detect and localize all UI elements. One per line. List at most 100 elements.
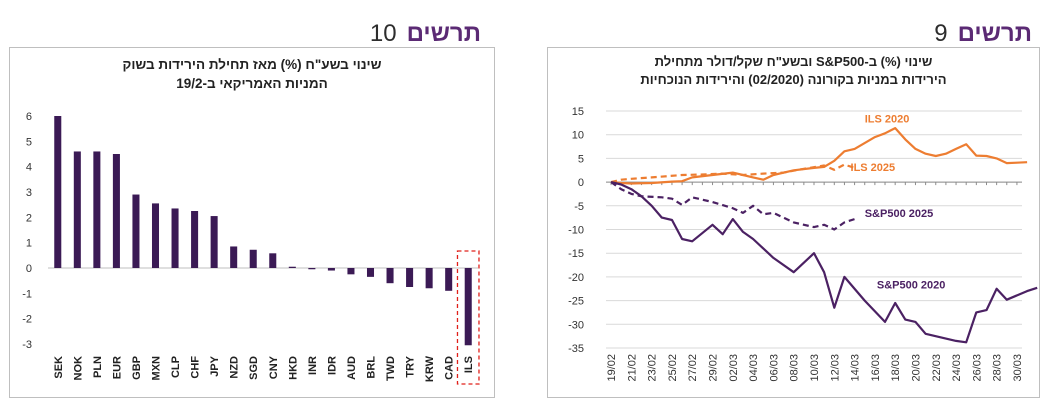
category-label-nzd: NZD (229, 356, 241, 379)
x-tick-label: 26/03 (971, 354, 983, 382)
y-tick-label: -35 (568, 343, 584, 355)
x-tick-label: 25/02 (667, 354, 679, 382)
bar-pln (93, 151, 101, 268)
x-tick-label: 12/03 (829, 354, 841, 382)
bar-inr (308, 268, 316, 270)
category-label-sek: SEK (53, 356, 65, 379)
figure9-frame: שינוי (%) ב-S&P500 ובשע"ח שקל/דולר מתחיל… (547, 47, 1040, 398)
figure9-title: תרשים 9 (934, 20, 1032, 48)
category-label-clp: CLP (170, 356, 182, 378)
y-tick-label: -25 (568, 296, 584, 308)
category-label-krw: KRW (424, 355, 436, 382)
category-label-nok: NOK (72, 356, 84, 381)
bar-cad (445, 268, 453, 291)
x-tick-label: 20/03 (910, 354, 922, 382)
y-tick-label: 5 (26, 136, 32, 148)
x-tick-label: 18/03 (890, 354, 902, 382)
figure10-subtitle-line2: המניות האמריקאי ב-19/2 (176, 76, 328, 91)
category-label-eur: EUR (111, 356, 123, 379)
sp500-ils-line-chart: -35 -30 -25 -20 -15 -10 -5 0 5 10 15 19/02 21/02 23/0… (568, 106, 1038, 382)
figure10-number: 10 (369, 20, 397, 47)
bar-brl (366, 268, 375, 277)
category-label-inr: INR (307, 356, 319, 375)
y-tick-label: 6 (26, 111, 32, 123)
category-label-gbp: GBP (131, 356, 143, 380)
series-line-ils-2025 (610, 163, 855, 184)
bar-mxn (151, 203, 160, 268)
x-tick-label: 14/03 (850, 354, 862, 382)
x-tick-label: 16/03 (870, 354, 882, 382)
bar-try (406, 268, 414, 287)
x-tick-label: 30/03 (1012, 354, 1024, 382)
x-tick-label: 27/02 (687, 354, 699, 382)
bar-eur (112, 154, 120, 268)
x-tick-label: 21/02 (626, 354, 638, 382)
category-label-idr: IDR (326, 356, 338, 375)
highlight-box-ils (456, 250, 480, 385)
x-tick-label: 08/03 (789, 354, 801, 382)
x-tick-label: 24/03 (951, 354, 963, 382)
series-label-s-p500-2020: S&P500 2020 (877, 279, 946, 291)
bar-nzd (230, 246, 238, 268)
bar-cny (269, 253, 277, 268)
y-tick-label: -5 (574, 201, 584, 213)
category-label-aud: AUD (346, 356, 358, 380)
figure10-frame: שינוי בשע"ח (%) מאז תחילת הירידות בשוק ה… (9, 47, 495, 398)
figure10-subtitle-line1: שינוי בשע"ח (%) מאז תחילת הירידות בשוק (122, 57, 382, 72)
x-tick-label: 23/02 (647, 354, 659, 382)
category-label-chf: CHF (190, 356, 202, 379)
bar-gbp (132, 194, 140, 268)
category-label-cad: CAD (444, 356, 456, 380)
bar-jpy (210, 216, 218, 268)
currency-change-bar-chart: -3 -2 -1 0 1 2 3 4 5 6 SEK NOK PLN EUR GBP MXN CLP CHF JPY… (22, 111, 480, 385)
x-tick-label: 04/03 (748, 354, 760, 382)
bar-hkd (288, 266, 296, 268)
series-label-ils-2020: ILS 2020 (865, 113, 910, 125)
bar-aud (347, 268, 355, 275)
y-tick-label: 0 (578, 177, 584, 189)
figure9-subtitle-line2: הירידות במניות בקורונה (02/2020) והירידו… (640, 72, 947, 87)
x-tick-label: 22/03 (931, 354, 943, 382)
figure9-subtitle-line1: שינוי (%) ב-S&P500 ובשע"ח שקל/דולר מתחיל… (654, 54, 933, 69)
y-tick-label: 2 (26, 212, 32, 224)
x-tick-label: 02/03 (728, 354, 740, 382)
y-tick-label: -15 (568, 248, 584, 260)
y-tick-label: -10 (568, 225, 584, 237)
y-tick-label: 15 (572, 106, 584, 118)
bar-nok (73, 151, 81, 268)
bar-sgd (249, 249, 257, 268)
y-tick-label: 10 (572, 130, 584, 142)
y-tick-label: 5 (578, 153, 584, 165)
category-label-cny: CNY (268, 355, 280, 379)
x-tick-label: 28/03 (992, 354, 1004, 382)
x-tick-label: 10/03 (809, 354, 821, 382)
y-tick-label: 3 (26, 187, 32, 199)
bar-idr (327, 268, 335, 271)
y-tick-label: -3 (22, 339, 32, 351)
y-tick-label: 4 (26, 162, 32, 174)
figure9-label: תרשים (957, 20, 1032, 47)
series-label-ils-2025: ILS 2025 (851, 162, 896, 174)
y-tick-label: -1 (22, 288, 32, 300)
category-label-try: TRY (405, 355, 417, 377)
y-tick-label: -2 (22, 314, 32, 326)
category-label-mxn: MXN (151, 356, 163, 381)
category-label-hkd: HKD (287, 356, 299, 380)
bar-clp (171, 208, 179, 268)
y-tick-label: -20 (568, 272, 584, 284)
figure10-title: תרשים 10 (370, 20, 481, 48)
bar-ils (464, 268, 472, 346)
bar-krw (425, 268, 433, 289)
bar-twd (386, 268, 394, 284)
category-label-sgd: SGD (248, 356, 260, 380)
y-tick-label: -30 (568, 319, 584, 331)
y-tick-label: 1 (26, 238, 32, 250)
x-tick-label: 29/02 (708, 354, 720, 382)
series-line-s-p500-2025 (610, 181, 855, 231)
bar-chf (191, 211, 199, 268)
y-tick-label: 0 (26, 263, 32, 275)
category-label-pln: PLN (92, 356, 104, 378)
category-label-jpy: JPY (209, 355, 221, 376)
figure9-number: 9 (934, 20, 948, 47)
x-tick-label: 19/02 (606, 354, 618, 382)
